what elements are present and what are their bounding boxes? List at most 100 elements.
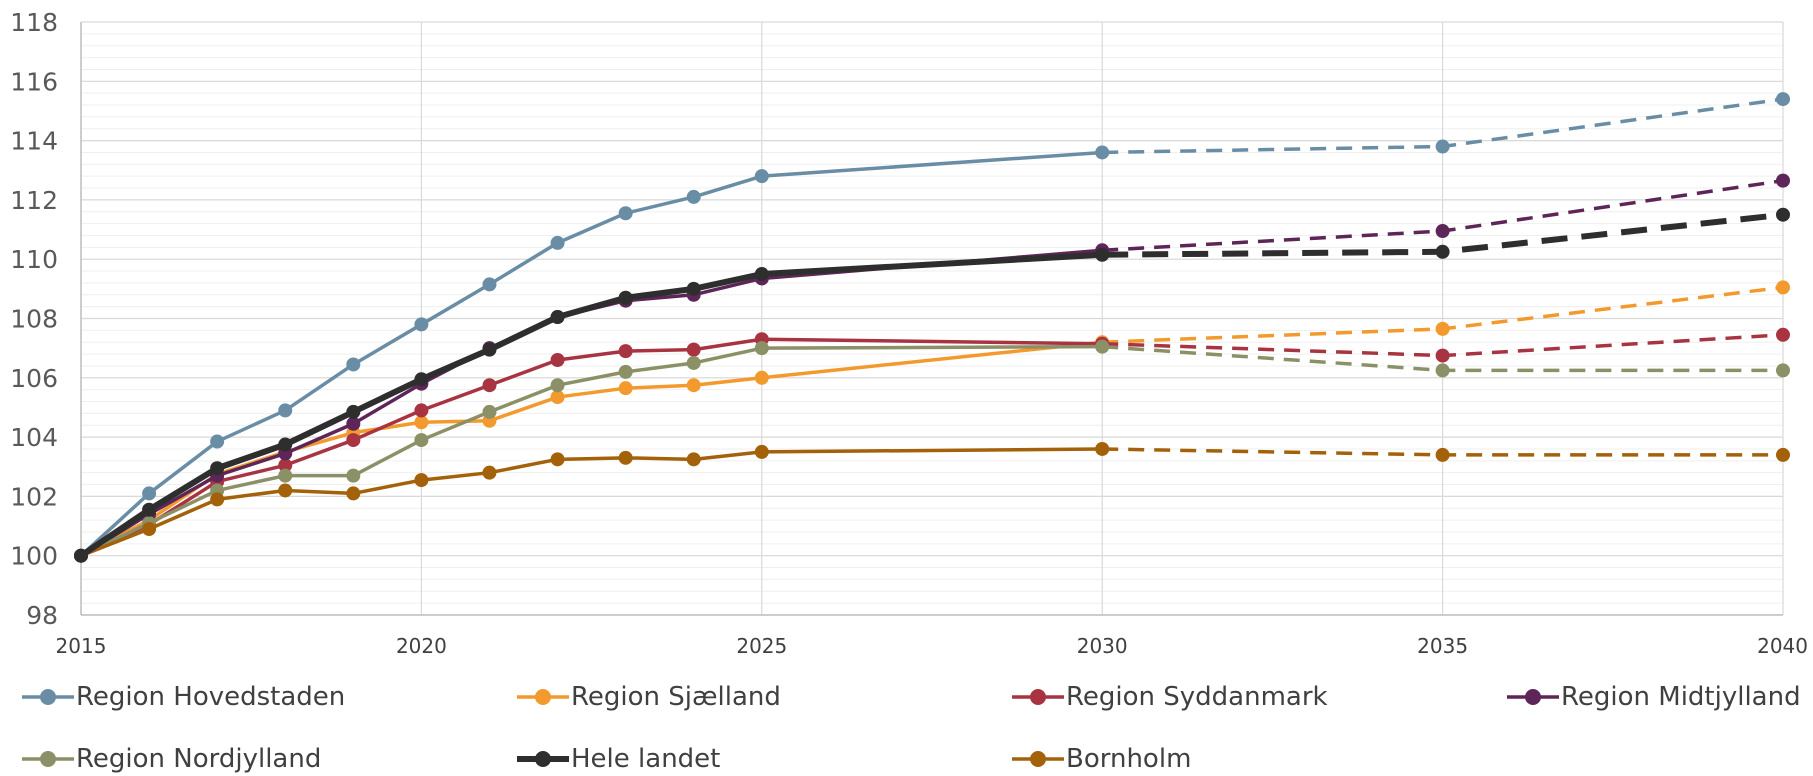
- data-point: [550, 390, 565, 405]
- legend-swatch: [517, 751, 569, 767]
- x-tick-label: 2020: [396, 634, 447, 658]
- data-point: [346, 468, 361, 483]
- legend-item: Region Hovedstaden: [20, 680, 345, 714]
- data-point: [1776, 327, 1790, 342]
- y-tick-label: 106: [10, 364, 58, 393]
- data-point: [414, 433, 429, 448]
- x-tick-label: 2025: [736, 634, 787, 658]
- data-point: [618, 206, 633, 221]
- data-point: [550, 378, 565, 393]
- y-tick-label: 118: [10, 8, 58, 37]
- data-point: [414, 403, 429, 418]
- series-bornholm: [74, 441, 1790, 563]
- data-point: [1776, 447, 1790, 462]
- legend-label: Region Sjælland: [571, 682, 781, 712]
- data-point: [346, 433, 361, 448]
- y-axis-tick-labels: 98 100 102 104 106 108 110 112 114 116 118: [10, 8, 58, 630]
- y-tick-label: 104: [10, 423, 58, 452]
- data-point: [686, 281, 701, 296]
- legend-label: Region Syddanmark: [1066, 682, 1328, 712]
- data-point: [74, 548, 88, 563]
- series-line-solid: [80, 447, 1103, 558]
- legend-label: Bornholm: [1066, 744, 1192, 774]
- y-tick-label: 98: [26, 601, 58, 630]
- data-point: [618, 450, 633, 465]
- series-line-solid: [80, 337, 1103, 558]
- data-point: [482, 465, 497, 480]
- y-tick-label: 116: [10, 67, 58, 96]
- legend-swatch: [22, 689, 74, 705]
- legend-label: Region Hovedstaden: [76, 682, 346, 712]
- data-point: [482, 342, 497, 357]
- data-point: [1095, 145, 1110, 160]
- legend-item: Region Nordjylland: [20, 742, 321, 776]
- legend-item: Region Sjælland: [515, 680, 781, 714]
- data-point: [1776, 280, 1790, 295]
- data-point: [278, 403, 293, 418]
- line-chart: 98 100 102 104 106 108 110 112 114 116 118 2015 202…: [10, 8, 1808, 658]
- data-point: [550, 235, 565, 250]
- data-point: [754, 169, 769, 184]
- legend-item: Region Midtjylland: [1505, 680, 1801, 714]
- data-point: [1435, 363, 1450, 378]
- data-point: [1776, 92, 1790, 107]
- data-point: [1435, 447, 1450, 462]
- y-tick-label: 108: [10, 305, 58, 334]
- data-point: [482, 404, 497, 419]
- data-point: [1095, 247, 1110, 262]
- data-point: [686, 189, 701, 204]
- series-hele-landet: [74, 207, 1790, 563]
- legend-swatch: [1012, 689, 1064, 705]
- x-tick-label: 2040: [1757, 634, 1808, 658]
- legend-item: Region Syddanmark: [1010, 680, 1328, 714]
- data-point: [1776, 363, 1790, 378]
- x-tick-label: 2015: [56, 634, 107, 658]
- x-tick-label: 2035: [1417, 634, 1468, 658]
- data-point: [142, 522, 157, 537]
- axes: [80, 22, 1783, 616]
- data-point: [754, 341, 769, 356]
- series-region-hovedstaden: [74, 92, 1790, 563]
- legend-swatch: [1507, 689, 1559, 705]
- data-point: [1776, 173, 1790, 188]
- legend-label: Region Midtjylland: [1561, 682, 1801, 712]
- y-tick-label: 110: [10, 245, 58, 274]
- data-point: [210, 461, 225, 476]
- data-point: [414, 372, 429, 387]
- data-point: [618, 290, 633, 305]
- x-axis-tick-labels: 2015 2020 2025 2030 2035 2040: [56, 634, 1808, 658]
- data-point: [1435, 348, 1450, 363]
- y-tick-label: 114: [10, 127, 58, 156]
- y-tick-label: 102: [10, 482, 58, 511]
- data-point: [1435, 139, 1450, 154]
- series-region-midtjylland: [74, 173, 1790, 563]
- data-point: [142, 502, 157, 517]
- legend: Region Hovedstaden Region Sjælland Region …: [0, 672, 1813, 774]
- data-point: [414, 415, 429, 430]
- y-tick-label: 100: [10, 542, 58, 571]
- data-point: [278, 458, 293, 473]
- data-point: [346, 404, 361, 419]
- data-point: [1095, 339, 1110, 354]
- data-point: [686, 378, 701, 393]
- legend-swatch: [517, 689, 569, 705]
- data-point: [414, 317, 429, 332]
- legend-label: Region Nordjylland: [76, 744, 322, 774]
- data-point: [210, 434, 225, 449]
- legend-swatch: [1012, 751, 1064, 767]
- data-point: [686, 342, 701, 357]
- data-point: [278, 483, 293, 498]
- data-point: [754, 444, 769, 459]
- data-point: [346, 416, 361, 431]
- data-point: [1435, 321, 1450, 336]
- major-gridlines: [80, 21, 1784, 616]
- data-point: [618, 364, 633, 379]
- data-point: [686, 452, 701, 467]
- series-line-solid: [80, 248, 1103, 558]
- series-region-nordjylland: [74, 339, 1790, 563]
- series-line-solid: [79, 251, 1103, 559]
- legend-swatch: [22, 751, 74, 767]
- data-point: [278, 468, 293, 483]
- data-point: [1776, 207, 1790, 222]
- legend-label: Hele landet: [571, 744, 721, 774]
